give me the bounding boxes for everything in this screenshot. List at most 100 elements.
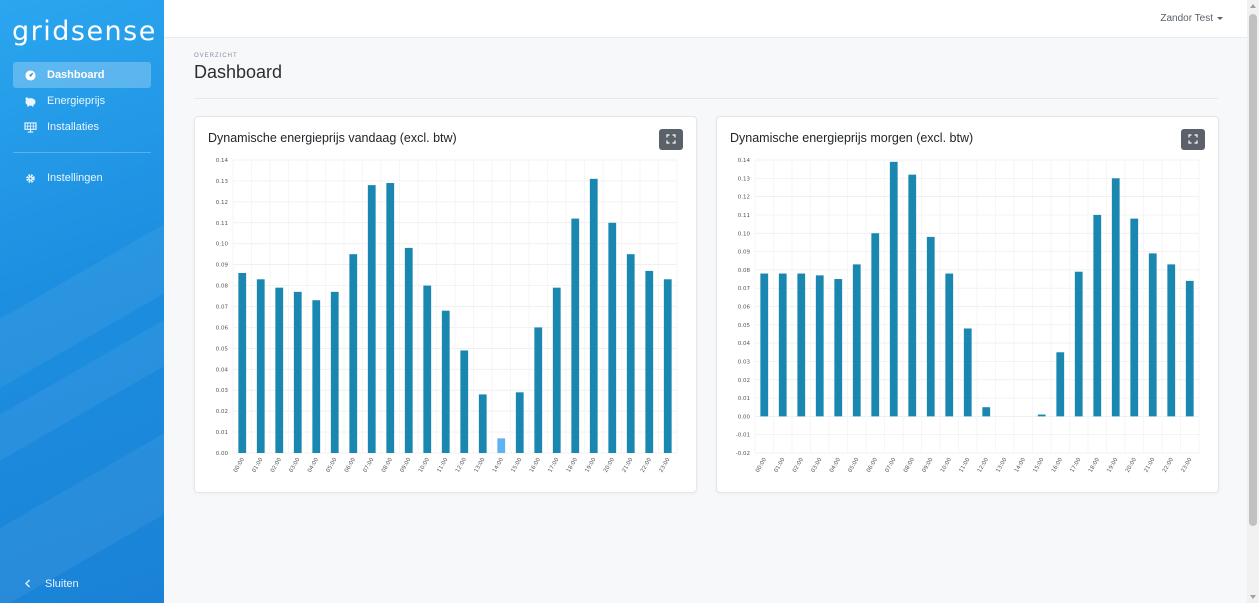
scroll-up-icon[interactable] [1250, 4, 1256, 8]
x-tick-label: 10:00 [418, 457, 431, 474]
x-tick-label: 08:00 [381, 457, 394, 474]
bar [608, 222, 617, 453]
bar [1167, 264, 1176, 417]
expand-button[interactable] [1181, 129, 1205, 150]
chart-title: Dynamische energieprijs vandaag (excl. b… [208, 131, 457, 145]
expand-icon [666, 131, 676, 149]
x-tick-label: 06:00 [344, 457, 357, 474]
gear-icon [23, 171, 37, 185]
chart-title: Dynamische energieprijs morgen (excl. bt… [730, 131, 974, 145]
bar [1074, 271, 1083, 417]
scroll-down-icon[interactable] [1250, 595, 1256, 599]
x-tick-label: 19:00 [1106, 457, 1119, 474]
bar [571, 218, 580, 453]
bar [1111, 178, 1120, 417]
bar [460, 350, 469, 453]
page-divider [194, 98, 1218, 99]
chart-tomorrow: -0.02 -0.01 0.00 0.01 0.02 0.03 0.04 0.05 0.06 0.… [736, 158, 1200, 474]
y-tick-label: 0.12 [738, 195, 750, 201]
bar [404, 247, 413, 453]
bar [1185, 280, 1194, 417]
bar [423, 285, 432, 453]
bar [908, 174, 917, 417]
bar [386, 183, 395, 453]
x-tick-label: 00:00 [233, 457, 246, 474]
x-tick-label: 13:00 [995, 457, 1008, 474]
y-tick-label: 0.01 [738, 396, 750, 402]
sidebar-item-installaties[interactable]: Installaties [13, 114, 151, 140]
x-tick-label: 02:00 [792, 457, 805, 474]
sidebar-close-button[interactable]: Sluiten [24, 577, 79, 591]
y-tick-label: 0.06 [216, 325, 229, 331]
app-logo[interactable]: gridsense [12, 16, 157, 47]
y-tick-label: 0.06 [738, 305, 751, 311]
bar [1130, 218, 1139, 417]
user-name: Zandor Test [1160, 13, 1213, 24]
x-tick-label: 01:00 [251, 457, 264, 474]
x-tick-label: 15:00 [510, 457, 523, 474]
solar-panel-icon [23, 120, 37, 134]
topbar: Zandor Test [164, 0, 1247, 38]
x-tick-label: 23:00 [658, 457, 671, 474]
y-tick-label: 0.05 [216, 346, 229, 352]
x-tick-label: 17:00 [1069, 457, 1082, 474]
y-tick-label: -0.01 [736, 433, 750, 439]
user-menu[interactable]: Zandor Test [1160, 13, 1223, 24]
scrollbar-thumb[interactable] [1249, 14, 1257, 526]
bar [626, 254, 635, 453]
sidebar-item-dashboard[interactable]: Dashboard [13, 62, 151, 88]
y-tick-label: 0.10 [216, 242, 229, 248]
bar [871, 233, 880, 417]
bar [926, 236, 935, 417]
chevron-left-icon [24, 577, 31, 591]
bar [852, 264, 861, 417]
bar [238, 273, 247, 453]
bar [349, 254, 358, 453]
bar [945, 273, 954, 417]
x-tick-label: 05:00 [325, 457, 338, 474]
x-tick-label: 16:00 [1051, 457, 1064, 474]
expand-button[interactable] [659, 129, 683, 150]
bar [552, 287, 561, 453]
y-tick-label: 0.08 [216, 284, 229, 290]
x-tick-label: 15:00 [1032, 457, 1045, 474]
bar [1148, 253, 1157, 417]
sidebar-item-energieprijs[interactable]: Energieprijs [13, 88, 151, 114]
sidebar-item-label: Instellingen [47, 172, 103, 184]
y-tick-label: 0.09 [216, 263, 229, 269]
chart-card-today: 0.00 0.01 0.02 0.03 0.04 0.05 0.06 0.07 0.08 0.09… [194, 116, 697, 493]
bar [367, 185, 376, 453]
piggy-bank-icon [23, 94, 37, 108]
bar [293, 291, 302, 453]
x-tick-label: 06:00 [866, 457, 879, 474]
y-tick-label: -0.02 [736, 451, 750, 457]
x-tick-label: 14:00 [492, 457, 505, 474]
sidebar-item-instellingen[interactable]: Instellingen [13, 165, 151, 191]
bar [982, 407, 991, 417]
bar [497, 438, 506, 453]
x-tick-label: 14:00 [1014, 457, 1027, 474]
sidebar-item-label: Installaties [47, 121, 99, 133]
bar [589, 178, 598, 454]
bar [778, 273, 787, 417]
y-tick-label: 0.13 [216, 179, 229, 185]
sidebar-nav: Dashboard Energieprijs Installaties Inst… [13, 62, 151, 191]
bar [1037, 414, 1046, 417]
x-tick-label: 21:00 [621, 457, 634, 474]
page-scrollbar[interactable] [1247, 0, 1259, 603]
bar [963, 328, 972, 417]
y-tick-label: 0.07 [216, 305, 229, 311]
x-tick-label: 04:00 [307, 457, 320, 474]
x-tick-label: 12:00 [977, 457, 990, 474]
page-title: Dashboard [194, 62, 283, 82]
bar [312, 300, 321, 453]
sidebar-close-label: Sluiten [45, 578, 79, 590]
y-tick-label: 0.02 [738, 378, 750, 384]
x-tick-label: 20:00 [603, 457, 616, 474]
y-tick-label: 0.14 [738, 158, 751, 164]
x-tick-label: 21:00 [1143, 457, 1156, 474]
y-tick-label: 0.03 [216, 388, 229, 394]
x-tick-label: 04:00 [829, 457, 842, 474]
x-tick-label: 07:00 [884, 457, 897, 474]
x-tick-label: 09:00 [399, 457, 412, 474]
